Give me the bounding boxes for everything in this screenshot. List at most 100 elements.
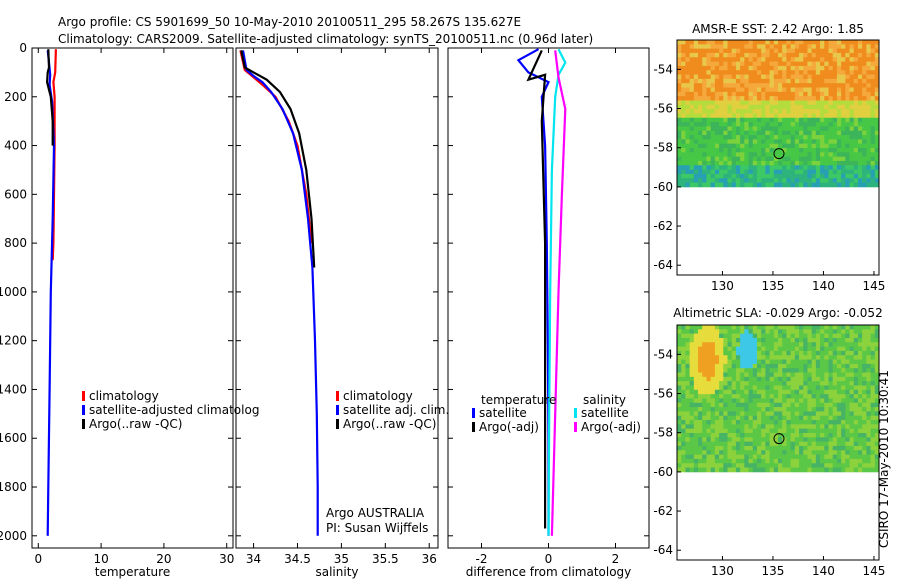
map-cell — [832, 385, 838, 391]
map-cell — [698, 44, 703, 50]
map-cell — [714, 402, 720, 408]
map-cell — [857, 70, 863, 75]
map-cell — [727, 346, 733, 352]
map-cell — [761, 165, 766, 170]
legend-entry: satellite — [581, 406, 629, 420]
map-cell — [845, 83, 850, 88]
map-cell — [710, 40, 716, 45]
map-cell — [744, 70, 749, 75]
map-cell — [714, 385, 720, 391]
map-cell — [769, 104, 775, 110]
map-cell — [836, 428, 842, 434]
map-cell — [765, 104, 770, 110]
map-cell — [803, 83, 808, 88]
map-cell — [765, 109, 770, 114]
map-cell — [744, 44, 749, 50]
map-cell — [748, 78, 754, 84]
map-cell — [677, 156, 682, 162]
map-cell — [853, 467, 859, 473]
map-cell — [710, 70, 716, 75]
map-cell — [820, 148, 825, 153]
map-cell — [761, 152, 766, 158]
map-cell — [815, 156, 821, 162]
map-cell — [849, 70, 855, 75]
map-cell — [845, 113, 850, 119]
map-cell — [752, 433, 758, 438]
map-cell — [841, 70, 846, 75]
map-cell — [832, 437, 838, 443]
map-cell — [710, 87, 716, 93]
map-cell — [811, 467, 817, 473]
map-cell — [773, 126, 779, 132]
map-cell — [685, 329, 691, 335]
map-cell — [761, 424, 766, 430]
map-cell — [862, 342, 867, 347]
map-cell — [862, 428, 867, 434]
map-cell — [740, 372, 745, 378]
map-cell — [820, 152, 825, 158]
map-cell — [815, 104, 821, 110]
map-cell — [719, 70, 724, 75]
map-cell — [748, 57, 754, 62]
map-cell — [874, 48, 880, 54]
map-cell — [832, 350, 838, 356]
map-cell — [857, 148, 863, 153]
map-cell — [786, 389, 792, 395]
map-cell — [773, 78, 779, 84]
map-cell — [841, 428, 846, 434]
map-cell — [744, 415, 749, 421]
map-cell — [857, 394, 863, 399]
map-cell — [752, 78, 758, 84]
map-cell — [866, 65, 871, 71]
map-cell — [752, 48, 758, 54]
map-cell — [740, 152, 745, 158]
map-cell — [807, 78, 813, 84]
map-cell — [740, 160, 745, 166]
map-cell — [719, 109, 724, 114]
map-cell — [828, 355, 834, 360]
map-cell — [769, 445, 775, 451]
map-cell — [702, 156, 707, 162]
map-cell — [866, 325, 871, 330]
map-cell — [761, 428, 766, 434]
map-cell — [748, 346, 754, 352]
map-cell — [735, 52, 741, 58]
map-cell — [807, 70, 813, 75]
map-cell — [685, 376, 691, 382]
map-cell — [803, 165, 808, 170]
map-cell — [811, 394, 817, 399]
map-cell — [735, 113, 741, 119]
map-cell — [832, 65, 838, 71]
map-cell — [870, 182, 876, 188]
temperature-profile-panel: 0 10 20 30temperature0200400600800100012001… — [0, 41, 259, 579]
map-cell — [748, 104, 754, 110]
map-cell — [778, 346, 783, 352]
map-cell — [740, 117, 745, 123]
map-cell — [748, 398, 754, 404]
map-cell — [731, 40, 737, 45]
map-cell — [677, 83, 682, 88]
map-cell — [782, 346, 787, 352]
map-cell — [857, 368, 863, 373]
map-cell — [857, 91, 863, 97]
map-cell — [719, 402, 724, 408]
map-cell — [811, 78, 817, 84]
map-cell — [815, 325, 821, 330]
map-cell — [803, 160, 808, 166]
map-cell — [836, 160, 842, 166]
map-cell — [786, 148, 792, 153]
x-tick-label: 35 — [334, 552, 349, 566]
map-cell — [782, 70, 787, 75]
map-cell — [845, 467, 850, 473]
map-cell — [849, 415, 855, 421]
map-cell — [752, 87, 758, 93]
map-cell — [769, 463, 775, 468]
map-cell — [714, 173, 720, 179]
map-cell — [853, 389, 859, 395]
map-cell — [786, 363, 792, 369]
map-cell — [677, 173, 682, 179]
map-cell — [845, 350, 850, 356]
map-cell — [744, 61, 749, 67]
map-cell — [857, 65, 863, 71]
map-cell — [794, 100, 800, 106]
